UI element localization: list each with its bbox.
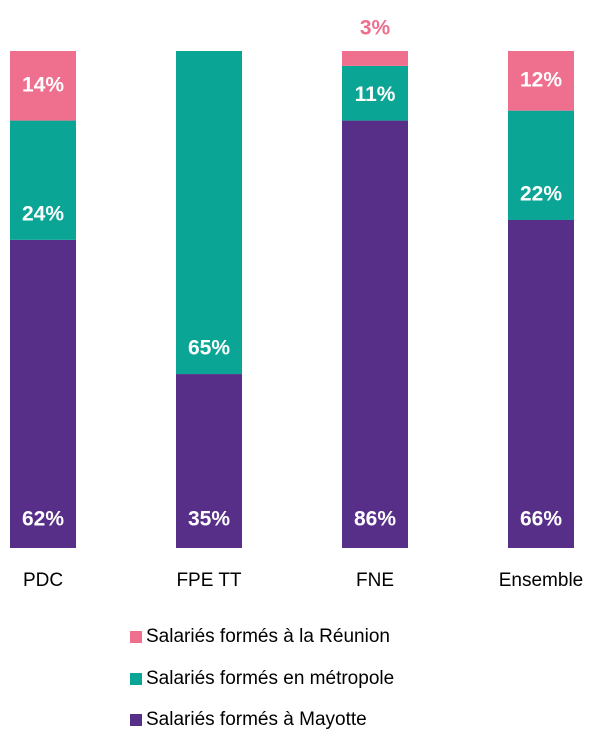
bar-segment bbox=[176, 51, 242, 375]
value-label: 65% bbox=[188, 337, 230, 360]
bar-segment bbox=[342, 51, 408, 66]
value-label: 35% bbox=[188, 508, 230, 531]
bar-segment bbox=[342, 65, 408, 121]
value-label: 24% bbox=[22, 202, 64, 225]
value-label: 12% bbox=[520, 68, 562, 91]
legend-label: Salariés formés à la Réunion bbox=[146, 626, 390, 647]
bar-segment bbox=[508, 51, 574, 111]
bar-segment bbox=[10, 51, 76, 121]
value-label: 14% bbox=[22, 73, 64, 96]
value-label: 22% bbox=[520, 183, 562, 206]
bar-segment bbox=[508, 219, 574, 549]
x-tick-label: FPE TT bbox=[176, 570, 241, 591]
value-label: 3% bbox=[360, 17, 391, 40]
legend-label: Salariés formés en métropole bbox=[146, 668, 394, 689]
legend-label: Salariés formés à Mayotte bbox=[146, 709, 367, 730]
bar-segment bbox=[508, 110, 574, 220]
value-label: 66% bbox=[520, 508, 562, 531]
bar-segment bbox=[10, 239, 76, 549]
legend-swatch bbox=[130, 673, 142, 685]
bar-segment bbox=[176, 374, 242, 548]
legend-swatch bbox=[130, 631, 142, 643]
x-tick-label: Ensemble bbox=[499, 570, 584, 591]
legend-swatch bbox=[130, 714, 142, 726]
x-tick-label: PDC bbox=[23, 570, 63, 591]
value-label: 11% bbox=[355, 83, 396, 106]
bar-segment bbox=[342, 120, 408, 548]
x-tick-label: FNE bbox=[356, 570, 394, 591]
bar-segment bbox=[10, 120, 76, 240]
value-label: 86% bbox=[354, 508, 396, 531]
value-label: 62% bbox=[22, 508, 64, 531]
